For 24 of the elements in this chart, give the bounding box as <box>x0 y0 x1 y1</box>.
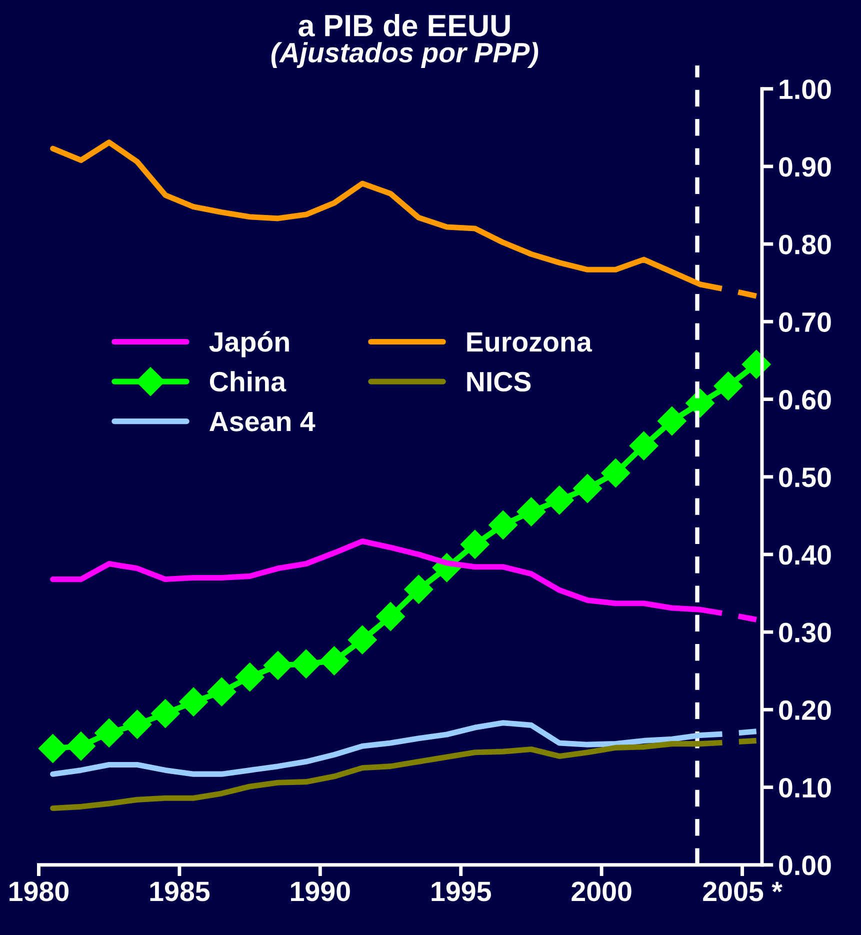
legend-label: China <box>210 371 286 392</box>
y-tick-label: 0.40 <box>779 545 831 565</box>
x-tick-label: 2000 <box>572 882 632 902</box>
y-tick-label: 0.60 <box>779 390 831 410</box>
legend-label: Asean 4 <box>210 412 316 432</box>
y-tick-label: 0.70 <box>779 312 831 332</box>
chart-subtitle: (Ajustados por PPP) <box>271 42 538 68</box>
y-tick-label: 0.00 <box>779 856 831 876</box>
legend-label: NICS <box>467 372 531 392</box>
x-tick-label: 1995 <box>432 882 491 902</box>
legend-label: Japón <box>209 331 289 358</box>
x-tick-label: 2005 * <box>703 882 782 902</box>
x-tick-label: 1990 <box>291 882 350 902</box>
x-tick-label: 1985 <box>150 882 210 902</box>
y-tick-label: 0.30 <box>779 622 831 642</box>
y-tick-label: 0.50 <box>779 468 831 488</box>
y-tick-label: 0.90 <box>779 157 831 177</box>
x-tick-label: 1980 <box>10 882 69 902</box>
legend-label: Eurozona <box>467 332 592 352</box>
chart-title: a PIB de EEUU <box>298 14 510 36</box>
y-tick-label: 1.00 <box>780 79 831 100</box>
y-tick-label: 0.80 <box>779 234 831 254</box>
y-tick-label: 0.20 <box>779 700 831 720</box>
y-tick-label: 0.10 <box>779 778 831 798</box>
